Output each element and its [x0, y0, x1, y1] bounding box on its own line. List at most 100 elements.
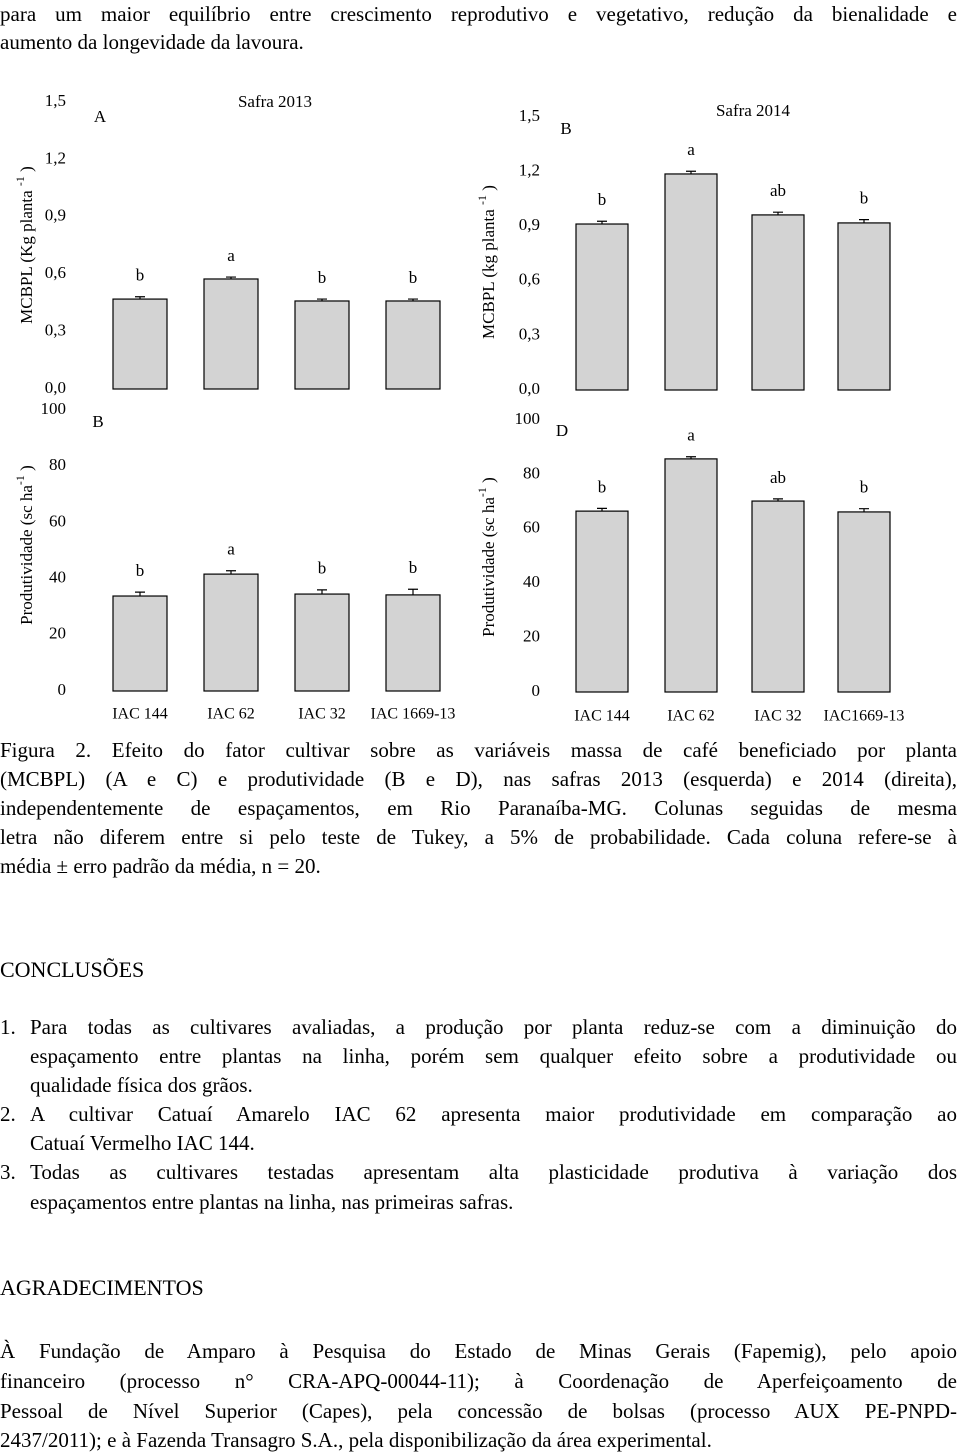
significance-letter: a	[687, 140, 695, 159]
error-bar	[686, 170, 696, 174]
item-line: Catuaí Vermelho IAC 144.	[30, 1131, 255, 1155]
y-axis-label: Produtividade (sc ha-1 )	[13, 465, 36, 625]
error-bar	[408, 588, 418, 595]
error-bar	[686, 456, 696, 459]
panel-label: A	[94, 107, 107, 126]
y-tick-label: 0,3	[519, 324, 540, 343]
item-line: qualidade física dos grãos.	[30, 1073, 253, 1097]
significance-letter: a	[687, 426, 695, 445]
y-tick-label: 0	[532, 681, 541, 700]
y-axis-label-part: )	[17, 465, 36, 475]
y-tick-label: 1,2	[45, 148, 66, 167]
significance-letter: b	[598, 190, 607, 209]
y-axis-label: Produtividade (sc ha-1 )	[475, 477, 498, 637]
bar	[664, 173, 718, 391]
significance-letter: a	[227, 246, 235, 265]
bar	[385, 594, 441, 692]
panel-label: D	[556, 421, 568, 440]
y-axis-label: MCBPL (Kg planta -1 )	[13, 166, 36, 324]
error-bar	[226, 276, 236, 279]
x-tick-label: IAC 32	[754, 708, 802, 725]
bar	[751, 214, 805, 391]
bar	[575, 223, 629, 391]
y-tick-label: 60	[523, 518, 540, 537]
x-tick-label: IAC 62	[207, 706, 255, 723]
bar	[751, 500, 805, 693]
significance-letter: ab	[770, 468, 786, 487]
bar	[112, 298, 168, 390]
y-tick-label: 0,0	[45, 378, 66, 397]
y-axis-label-part: )	[479, 477, 498, 487]
y-tick-label: 0,6	[519, 270, 540, 289]
chart-title: Safra 2014	[716, 101, 791, 120]
panel-label: B	[560, 119, 571, 138]
error-bar	[859, 508, 869, 512]
caption-line: média ± erro padrão da média, n = 20.	[0, 854, 321, 878]
significance-letter: b	[860, 189, 869, 208]
significance-letter: b	[409, 558, 418, 577]
y-tick-label: 0,6	[45, 263, 66, 282]
item-line: espaçamento entre plantas na linha, poré…	[30, 1044, 957, 1068]
chart-title: Safra 2013	[238, 92, 312, 111]
y-tick-label: 0,3	[45, 321, 66, 340]
y-tick-label: 0,0	[519, 379, 540, 398]
x-tick-label: IAC 144	[574, 708, 630, 725]
x-tick-label: IAC 144	[112, 706, 168, 723]
item-line: espaçamentos entre plantas na linha, nas…	[30, 1190, 514, 1214]
y-axis-label-part: -1	[13, 176, 27, 186]
y-tick-label: 0,9	[45, 206, 66, 225]
bar	[837, 511, 891, 693]
significance-letter: b	[860, 478, 869, 497]
y-tick-label: 80	[523, 463, 540, 482]
item-line: Todas as cultivares testadas apresentam …	[30, 1160, 957, 1184]
intro-line: aumento da longevidade da lavoura.	[0, 30, 304, 54]
y-tick-label: 20	[49, 624, 66, 643]
section-heading: AGRADECIMENTOS	[0, 1275, 204, 1300]
y-tick-label: 100	[41, 399, 67, 418]
item-number: 2.	[0, 1102, 16, 1126]
y-tick-label: 60	[49, 511, 66, 530]
bar	[294, 300, 350, 390]
item-line: A cultivar Catuaí Amarelo IAC 62 apresen…	[30, 1102, 957, 1126]
error-bar	[773, 211, 783, 215]
y-axis-label-part: -1	[475, 487, 489, 497]
y-axis-label-part: -1	[475, 195, 489, 205]
bar	[203, 278, 259, 390]
significance-letter: b	[136, 266, 145, 285]
y-tick-label: 0,9	[519, 215, 540, 234]
x-tick-label: IAC 62	[667, 708, 715, 725]
y-axis-label-part: Produtividade (sc ha	[17, 485, 36, 625]
significance-letter: b	[598, 477, 607, 496]
bar	[385, 300, 441, 390]
caption-line: (MCBPL) (A e C) e produtividade (B e D),…	[0, 767, 957, 791]
y-axis-label-part: MCBPL (kg planta	[479, 205, 498, 339]
significance-letter: b	[136, 561, 145, 580]
y-axis-label-part: MCBPL (Kg planta	[17, 186, 36, 324]
y-axis-label-part: Produtividade (sc ha	[479, 497, 498, 637]
significance-letter: b	[318, 268, 327, 287]
error-bar	[859, 219, 869, 223]
panel-label: B	[92, 412, 103, 431]
significance-letter: b	[318, 559, 327, 578]
item-number: 1.	[0, 1015, 16, 1039]
y-axis-label-part: )	[479, 185, 498, 195]
y-tick-label: 100	[515, 409, 541, 428]
significance-letter: ab	[770, 181, 786, 200]
significance-letter: b	[409, 268, 418, 287]
ack-line: À Fundação de Amparo à Pesquisa do Estad…	[0, 1339, 957, 1363]
bar	[837, 222, 891, 391]
caption-line: letra não diferem entre si pelo teste de…	[0, 825, 957, 849]
bar	[575, 510, 629, 693]
bar	[112, 595, 168, 692]
y-axis-label-part: )	[17, 166, 36, 176]
error-bar	[317, 589, 327, 595]
x-tick-label: IAC 32	[298, 706, 346, 723]
error-bar	[597, 507, 607, 512]
significance-letter: a	[227, 540, 235, 559]
y-tick-label: 40	[523, 572, 540, 591]
x-tick-label: IAC 1669-13	[371, 706, 456, 723]
section-heading: CONCLUSÕES	[0, 957, 145, 982]
intro-line: para um maior equilíbrio entre crescimen…	[0, 2, 957, 26]
